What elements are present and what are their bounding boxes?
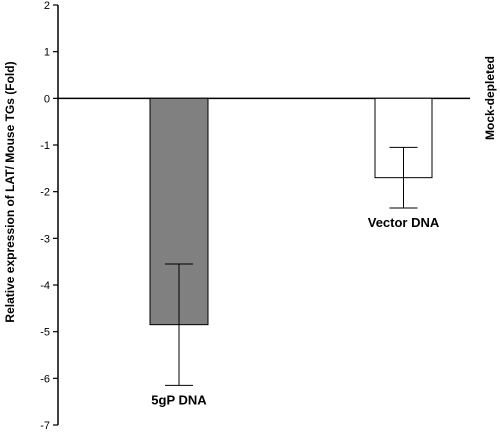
side-label: Mock-depleted — [483, 56, 497, 140]
bar-label-1: 5gP DNA — [151, 392, 207, 407]
y-tick-label: -5 — [40, 327, 50, 339]
bar-label-2: Vector DNA — [368, 215, 440, 230]
y-tick-label: 1 — [44, 47, 50, 59]
y-tick-label: -1 — [40, 140, 50, 152]
y-tick-label: 0 — [44, 93, 50, 105]
y-tick-label: -6 — [40, 373, 50, 385]
y-tick-label: -3 — [40, 233, 50, 245]
y-tick-label: -4 — [40, 280, 50, 292]
y-tick-label: -2 — [40, 187, 50, 199]
y-axis-label: Relative expression of LAT/ Mouse TGs (F… — [3, 61, 17, 322]
bars-group: 5gP DNA Vector DNA — [149, 97, 440, 407]
axes-group: 2 1 0 -1 -2 -3 -4 -5 -6 -7 — [40, 0, 470, 432]
y-tick-label: 2 — [44, 0, 50, 12]
y-tick-label: -7 — [40, 420, 50, 430]
